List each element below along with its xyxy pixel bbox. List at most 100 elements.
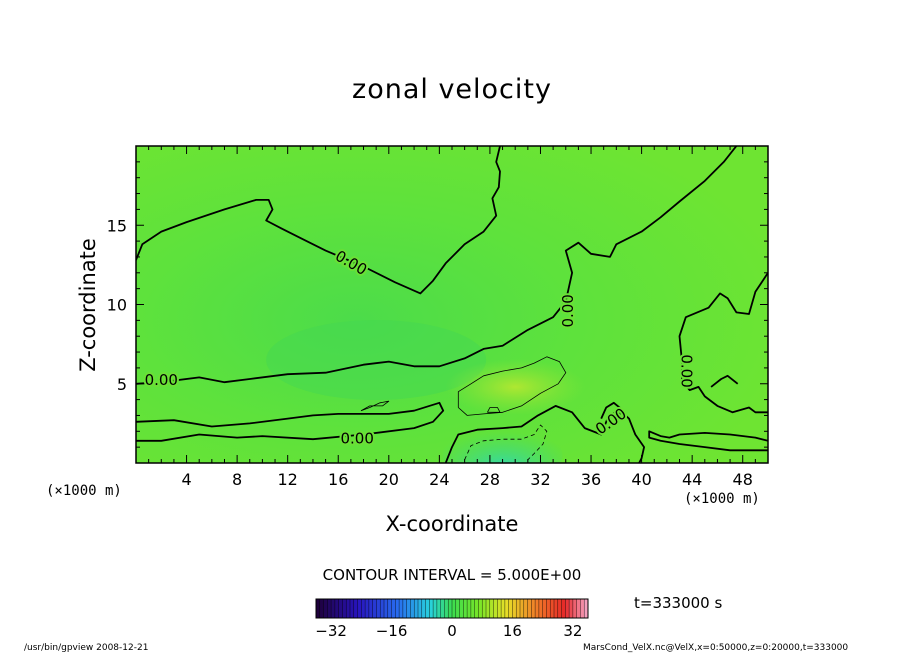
x-tick-label: 4 (181, 470, 191, 489)
colorbar-cell (429, 599, 434, 618)
colorbar-tick-label: 32 (563, 622, 582, 640)
colorbar-cell (380, 599, 385, 618)
colorbar-frame (315, 598, 589, 619)
field-background (136, 146, 768, 463)
colorbar-cell (470, 599, 475, 618)
colorbar-cell (486, 599, 491, 618)
x-tick-label: 36 (581, 470, 601, 489)
colorbar-cell (402, 599, 407, 618)
colorbar-cell (327, 599, 332, 618)
colorbar-cell (425, 599, 430, 618)
contour-line-11 (600, 401, 623, 419)
contour-line-8 (360, 400, 390, 412)
colorbar-cell (436, 599, 441, 618)
y-tick-label: 15 (107, 216, 127, 235)
contour-label-2: 0.00 (559, 294, 577, 327)
colorbar-cell (467, 599, 472, 618)
colorbar-cell (353, 599, 358, 618)
colorbar-cell (489, 599, 494, 618)
colorbar-cell (448, 599, 453, 618)
colorbar-cell (350, 599, 355, 618)
contour-interval-label: CONTOUR INTERVAL = 5.000E+00 (322, 566, 582, 584)
colorbar-cell (357, 599, 362, 618)
colorbar-cell (527, 599, 532, 618)
colorbar-cell (523, 599, 528, 618)
colorbar-cell (418, 599, 423, 618)
colorbar-cell (516, 599, 521, 618)
contour-line-1 (136, 146, 501, 295)
colorbar-cell (512, 599, 517, 618)
x-axis-unit: (×1000 m) (684, 491, 760, 507)
y-tick-label: 5 (117, 375, 127, 394)
colorbar-cell (561, 599, 566, 618)
colorbar-cell (550, 599, 555, 618)
colorbar-cell (452, 599, 457, 618)
x-tick-label: 40 (631, 470, 651, 489)
colorbar-cell (440, 599, 445, 618)
colorbar-cell (323, 599, 328, 618)
colorbar-cell (414, 599, 419, 618)
x-tick-label: 28 (480, 470, 500, 489)
colorbar-cell (334, 599, 339, 618)
x-tick-label: 44 (682, 470, 702, 489)
colorbar-cell (535, 599, 540, 618)
colorbar-cell (531, 599, 536, 618)
colorbar-cell (504, 599, 509, 618)
x-tick-label: 24 (429, 470, 449, 489)
colorbar-cell (463, 599, 468, 618)
colorbar-cell (546, 599, 551, 618)
x-tick-label: 32 (530, 470, 550, 489)
y-tick-label: 10 (107, 296, 127, 315)
colorbar-tick-label: 16 (503, 622, 522, 640)
colorbar-cell (501, 599, 506, 618)
colorbar-cell (372, 599, 377, 618)
time-label: t=333000 s (634, 594, 723, 612)
colorbar-cell (342, 599, 347, 618)
colorbar-cell (365, 599, 370, 618)
colorbar-cell (478, 599, 483, 618)
colorbar-cell (387, 599, 392, 618)
colorbar-cell (361, 599, 366, 618)
colorbar-cell (391, 599, 396, 618)
colorbar-tick-label: −16 (376, 622, 408, 640)
colorbar-cell (474, 599, 479, 618)
colorbar-cell (565, 599, 570, 618)
colorbar-cell (331, 599, 336, 618)
colorbar-cell (338, 599, 343, 618)
colorbar-cell (542, 599, 547, 618)
colorbar-cell (346, 599, 351, 618)
x-tick-label: 48 (733, 470, 753, 489)
colorbar-cell (395, 599, 400, 618)
contour-line-7 (457, 356, 567, 416)
colorbar-cell (316, 599, 321, 618)
colorbar-tick-label: 0 (447, 622, 457, 640)
x-tick-label: 20 (379, 470, 399, 489)
contour-line-5 (444, 404, 645, 463)
contour-line-2 (136, 146, 738, 385)
colorbar-cell (444, 599, 449, 618)
footer-file-info: MarsCond_VelX.nc@VelX,x=0:50000,z=0:2000… (583, 643, 849, 653)
colorbar-cell (576, 599, 581, 618)
colorbar-cell (508, 599, 513, 618)
x-tick-label: 8 (232, 470, 242, 489)
x-axis-label: X-coordinate (385, 512, 519, 536)
colorbar-cell (497, 599, 502, 618)
colorbar-cell (459, 599, 464, 618)
contour-line-12 (710, 374, 739, 388)
y-axis-unit: (×1000 m) (46, 483, 122, 499)
contour-line-6 (648, 430, 768, 452)
colorbar-cell (557, 599, 562, 618)
colorbar-cell (410, 599, 415, 618)
field-shade-region (266, 319, 487, 400)
colorbar-cell (493, 599, 498, 618)
colorbar-cell (538, 599, 543, 618)
contour-label-4: 0.00 (145, 371, 178, 389)
x-tick-label: 12 (278, 470, 298, 489)
colorbar-cell (368, 599, 373, 618)
colorbar-cell (384, 599, 389, 618)
contour-line-4 (136, 401, 445, 442)
colorbar-cell (406, 599, 411, 618)
field-negative-region (442, 425, 563, 463)
colorbar-cell (520, 599, 525, 618)
